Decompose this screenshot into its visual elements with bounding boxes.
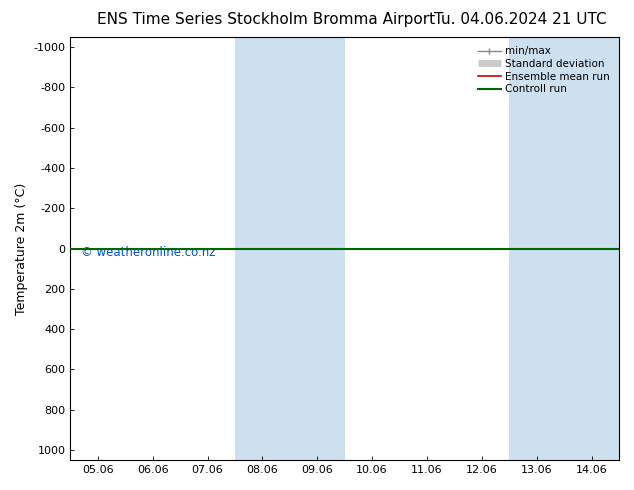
Bar [509, 37, 619, 460]
Y-axis label: Temperature 2m (°C): Temperature 2m (°C) [15, 182, 28, 315]
Text: Tu. 04.06.2024 21 UTC: Tu. 04.06.2024 21 UTC [434, 12, 606, 27]
Text: ENS Time Series Stockholm Bromma Airport: ENS Time Series Stockholm Bromma Airport [97, 12, 436, 27]
Text: © weatheronline.co.nz: © weatheronline.co.nz [81, 246, 216, 260]
Legend: min/max, Standard deviation, Ensemble mean run, Controll run: min/max, Standard deviation, Ensemble me… [474, 42, 614, 98]
Bar [235, 37, 345, 460]
